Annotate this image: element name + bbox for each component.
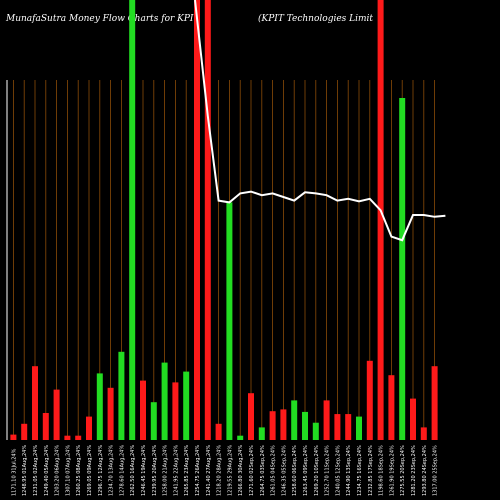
money-flow-bar: [420, 427, 427, 440]
x-tick-label: 1317.00 25Sep,24%: [433, 445, 439, 496]
x-tick-label: 1234.70 13Aug,24%: [109, 445, 115, 496]
money-flow-bar: [345, 414, 352, 440]
x-tick-label: 1254.75 26Aug,24%: [195, 445, 201, 496]
money-flow-bar: [118, 351, 125, 440]
money-flow-bar: [302, 411, 308, 440]
money-flow-bar: [388, 375, 395, 440]
money-flow-bar: [334, 414, 341, 440]
money-flow-bar: [291, 400, 298, 440]
money-flow-bar: [366, 360, 373, 440]
x-tick-label: 1252.70 11Sep,24%: [325, 445, 331, 496]
money-flow-bar: [377, 0, 384, 440]
money-flow-bar: [53, 389, 60, 440]
money-flow-bar: [129, 0, 136, 440]
money-flow-bar: [410, 398, 416, 440]
x-tick-label: 1239.95 20Aug,24%: [152, 445, 158, 496]
x-tick-label: 1266.80 30Aug,24%: [238, 445, 244, 496]
money-flow-bar: [32, 366, 38, 440]
money-flow-bar: [42, 413, 49, 440]
money-flow-bar: [248, 393, 254, 440]
money-flow-bar: [312, 422, 319, 440]
money-flow-bar: [280, 409, 287, 440]
x-tick-label: 1261.05 04Sep,24%: [271, 445, 277, 496]
x-tick-label: 1265.85 23Aug,24%: [184, 445, 190, 496]
x-tick-label: 1271.60 02Sep,24%: [249, 445, 255, 496]
x-tick-label: 1269.20 10Sep,24%: [314, 445, 320, 496]
x-tick-label: 1219.55 29Aug,24%: [227, 445, 233, 496]
x-tick-label: 1246.35 05Sep,24%: [281, 445, 287, 496]
x-tick-label: 1293.80 24Sep,24%: [422, 445, 428, 496]
money-flow-bar: [323, 400, 330, 440]
money-flow-bar: [96, 373, 103, 440]
money-flow-bar: [204, 0, 211, 440]
money-flow-bar: [107, 387, 114, 440]
money-flow-bar: [431, 366, 438, 440]
company-name: (KPIT Technologies Limit: [258, 14, 374, 24]
chart-title: MunafaSutra Money Flow Charts for KPIT: [6, 14, 200, 24]
money-flow-bar: [237, 435, 244, 440]
x-tick-label: 1258.00 21Aug,24%: [163, 445, 169, 496]
x-tick-label: 1244.90 13Sep,24%: [346, 445, 352, 496]
money-flow-bar: [150, 402, 157, 440]
money-flow-bar: [64, 435, 71, 440]
x-tick-label: 1261.90 19Sep,24%: [389, 445, 395, 496]
money-flow-bar: [86, 416, 92, 440]
x-tick-label: 1275.55 20Sep,24%: [400, 445, 406, 496]
x-tick-label: 1232.85 17Sep,24%: [368, 445, 374, 496]
x-tick-label: 1264.75 03Sep,24%: [260, 445, 266, 496]
money-flow-bar: [226, 202, 233, 440]
money-flow-bar: [399, 98, 406, 440]
money-flow-bar: [356, 416, 362, 440]
money-flow-bar: [161, 362, 168, 440]
x-tick-label: 1269.05 09Aug,24%: [87, 445, 93, 496]
x-tick-label: 1249.40 05Aug,24%: [44, 445, 50, 496]
x-tick-label: 1278.60 14Aug,24%: [119, 445, 125, 496]
x-tick-label: 1240.05 12Sep,24%: [335, 445, 341, 496]
money-flow-bar: [140, 380, 146, 440]
x-tick-label: 1171.10 31Jul,24%: [11, 448, 17, 496]
x-tick-label: 1260.25 08Aug,24%: [76, 445, 82, 496]
x-tick-label: 1258.60 06Sep,24%: [292, 445, 298, 496]
x-tick-label: 1281.20 23Sep,24%: [411, 445, 417, 496]
x-tick-label: 1203.20 06Aug,24%: [55, 445, 61, 496]
x-tick-label: 1263.45 09Sep,24%: [303, 445, 309, 496]
money-flow-bar: [21, 423, 28, 440]
money-flow-bar: [269, 411, 276, 440]
x-tick-label: 1246.45 19Aug,24%: [141, 445, 147, 496]
x-tick-label: 1241.40 27Aug,24%: [206, 445, 212, 496]
money-flow-bar: [10, 434, 17, 440]
x-tick-label: 1241.95 22Aug,24%: [173, 445, 179, 496]
x-tick-label: 1307.10 07Aug,24%: [65, 445, 71, 496]
money-flow-bar: [75, 435, 82, 440]
money-flow-bar: [183, 371, 190, 440]
x-tick-label: 1262.50 16Aug,24%: [130, 445, 136, 496]
x-tick-label: 1198.60 18Sep,24%: [379, 445, 385, 496]
money-flow-bar: [172, 382, 179, 440]
money-flow-bar: [258, 427, 265, 440]
money-flow-bar: [215, 423, 222, 440]
money-flow-bar: [194, 0, 200, 440]
x-tick-label: 1231.05 02Aug,24%: [33, 445, 39, 496]
x-tick-label: 1234.75 16Sep,24%: [357, 445, 363, 496]
x-tick-label: 1248.95 01Aug,24%: [22, 445, 28, 496]
x-tick-label: 1296.75 12Aug,24%: [98, 445, 104, 496]
price-line: [194, 0, 446, 242]
x-tick-label: 1218.20 28Aug,24%: [217, 445, 223, 496]
